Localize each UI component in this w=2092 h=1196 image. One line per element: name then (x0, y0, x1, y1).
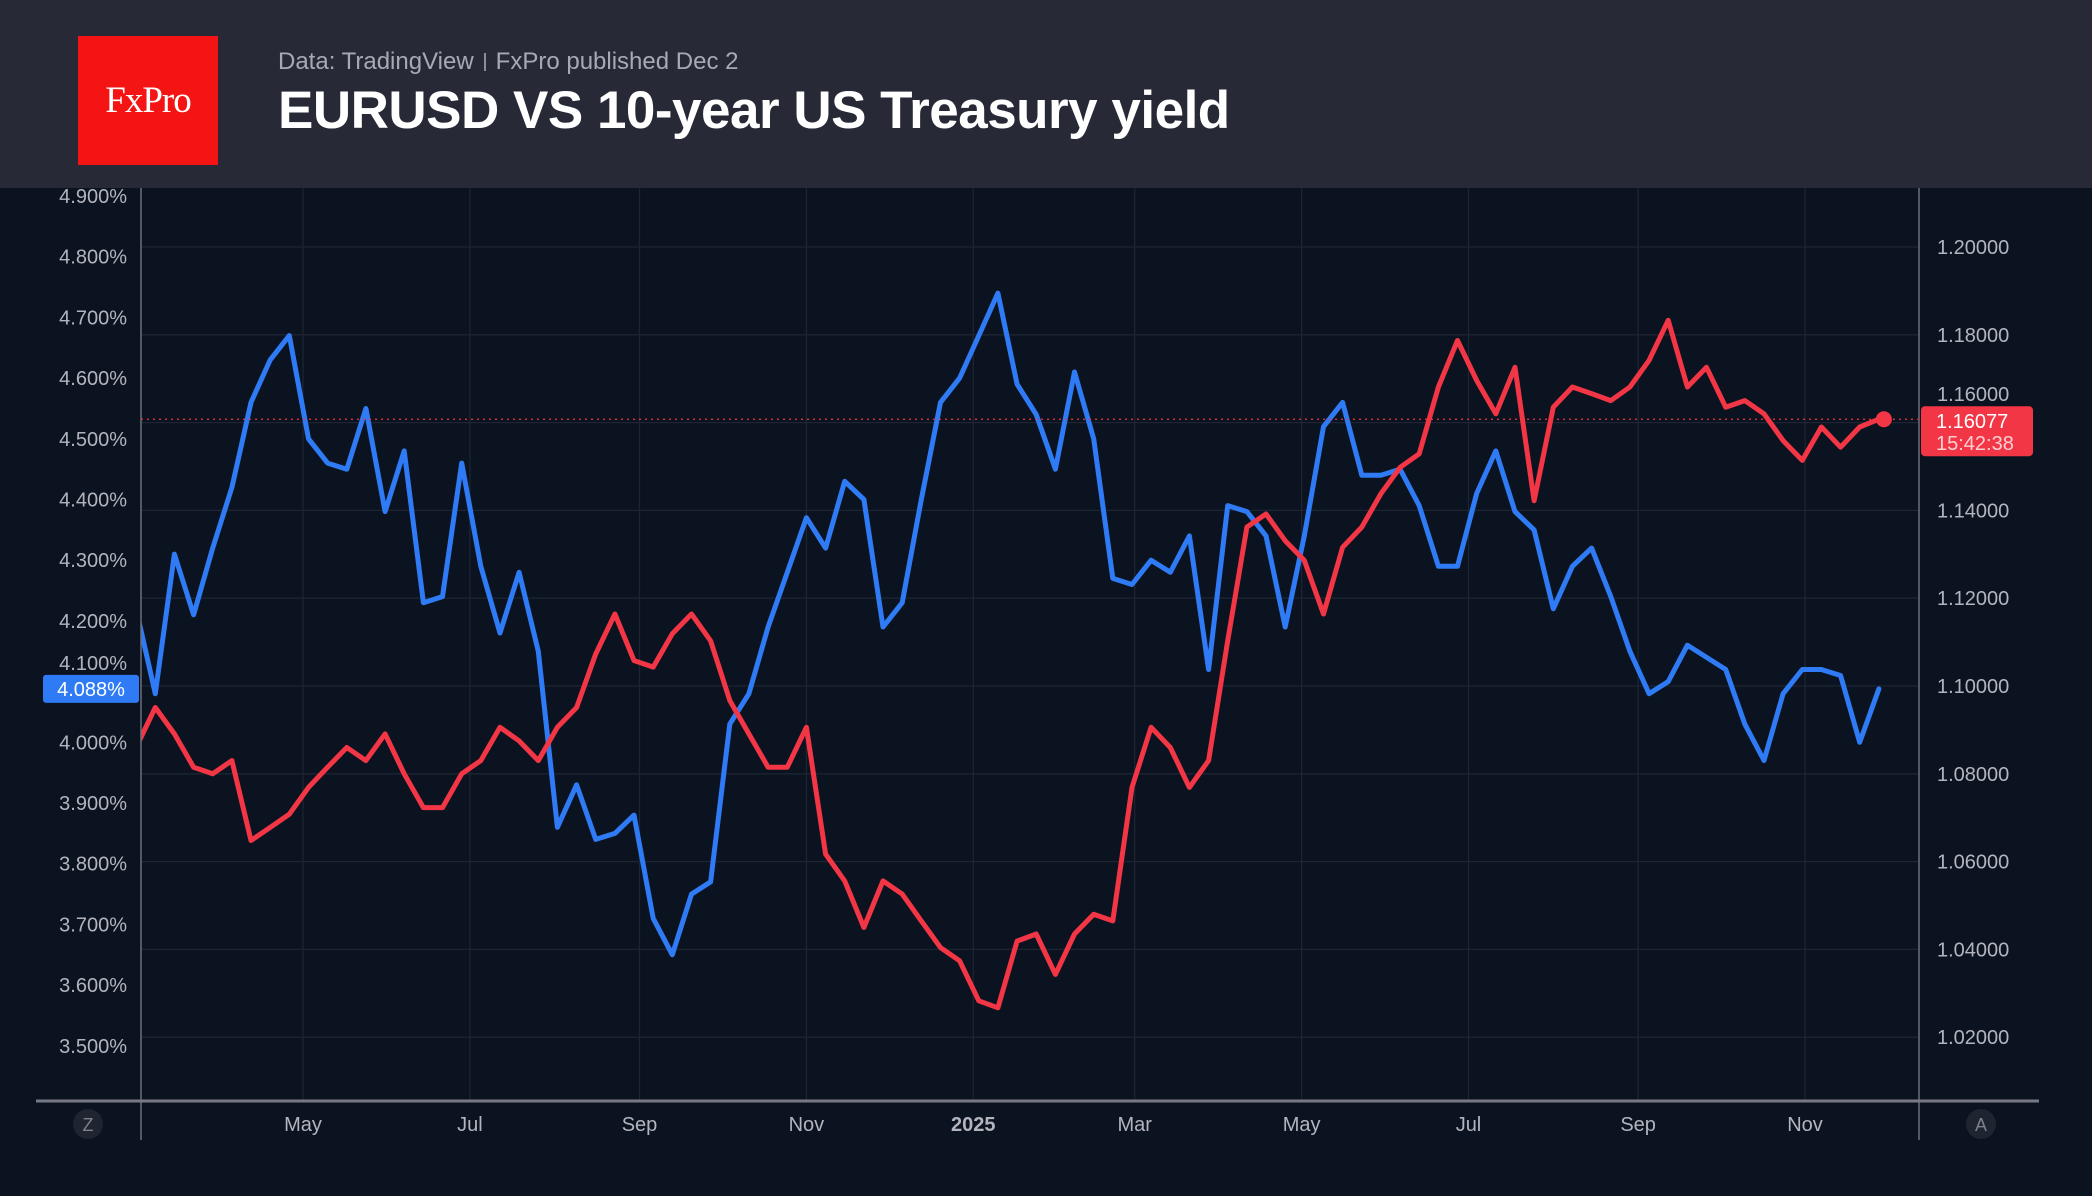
left-axis-tick-label: 4.400% (59, 490, 127, 512)
grid (141, 188, 1919, 1100)
right-axis-tick-label: 1.14000 (1937, 500, 2009, 522)
last-price-badge (1921, 406, 2033, 457)
left-axis-tick-label: 3.900% (59, 793, 127, 815)
right-axis-tick-label: 1.12000 (1937, 588, 2009, 610)
countdown-timer: 15:42:38 (1936, 433, 2014, 455)
yield-series-line (141, 290, 1882, 958)
a-button[interactable]: A (1966, 1109, 1996, 1139)
button-label: Z (83, 1115, 94, 1135)
left-axis-tick-label: 4.700% (59, 307, 127, 329)
right-axis-tick-label: 1.04000 (1937, 939, 2009, 961)
x-tick-label: Sep (622, 1114, 658, 1136)
x-tick-label: Sep (1620, 1114, 1656, 1136)
left-axis-tick-label: 3.500% (59, 1036, 127, 1058)
header: FxPro Data: TradingView FxPro published D… (0, 0, 2092, 188)
right-axis-tick-label: 1.16000 (1937, 384, 2009, 406)
right-axis-tick-label: 1.10000 (1937, 676, 2009, 698)
left-axis-tick-label: 4.200% (59, 611, 127, 633)
x-tick-label: May (1283, 1114, 1321, 1136)
chart-title: EURUSD VS 10-year US Treasury yield (278, 81, 1230, 140)
x-tick-label: Nov (789, 1114, 825, 1136)
left-axis-tick-label: 4.000% (59, 732, 127, 754)
last-price-dot (1875, 411, 1892, 428)
x-tick-label: Jul (457, 1114, 483, 1136)
left-axis-tick-label: 4.600% (59, 368, 127, 390)
x-tick-label: Mar (1117, 1114, 1152, 1136)
left-axis-tick-label: 4.300% (59, 550, 127, 572)
button-circle (73, 1109, 103, 1139)
x-tick-label: 2025 (951, 1114, 996, 1136)
axes: May Jul Sep Nov 2025 Mar May Jul Sep Nov 1.20000 1.… (36, 186, 2039, 1140)
button-label: A (1975, 1115, 1987, 1135)
published-date: FxPro published Dec 2 (495, 48, 739, 75)
button-circle (1966, 1109, 1996, 1139)
left-axis-tick-label: 4.900% (59, 186, 127, 208)
left-axis-tick-label: 4.100% (59, 653, 127, 675)
z-button[interactable]: Z (73, 1109, 103, 1139)
left-axis-tick-label: 4.800% (59, 247, 127, 269)
separator (483, 53, 486, 71)
data-source: Data: TradingView (278, 48, 474, 75)
eurusd-series-line (141, 317, 1882, 1011)
last-price-value: 1.16077 (1936, 411, 2008, 433)
left-axis-tick-label: 3.700% (59, 914, 127, 936)
fxpro-logo: FxPro (78, 36, 218, 165)
right-axis-tick-label: 1.02000 (1937, 1027, 2009, 1049)
left-axis-tick-label: 3.800% (59, 854, 127, 876)
logo-text: FxPro (105, 80, 191, 121)
right-axis-tick-label: 1.06000 (1937, 852, 2009, 874)
x-tick-label: May (284, 1114, 322, 1136)
series-lines (141, 290, 1882, 1011)
right-axis-tick-label: 1.08000 (1937, 764, 2009, 786)
left-axis-tick-label: 3.600% (59, 975, 127, 997)
x-tick-label: Jul (1456, 1114, 1482, 1136)
last-yield-badge (43, 674, 139, 703)
x-tick-label: Nov (1787, 1114, 1823, 1136)
last-yield-value: 4.088% (57, 679, 125, 701)
subtitle: Data: TradingView FxPro published Dec 2 (278, 48, 738, 76)
left-axis-tick-label: 4.500% (59, 429, 127, 451)
right-axis-tick-label: 1.18000 (1937, 325, 2009, 347)
right-axis-tick-label: 1.20000 (1937, 237, 2009, 259)
